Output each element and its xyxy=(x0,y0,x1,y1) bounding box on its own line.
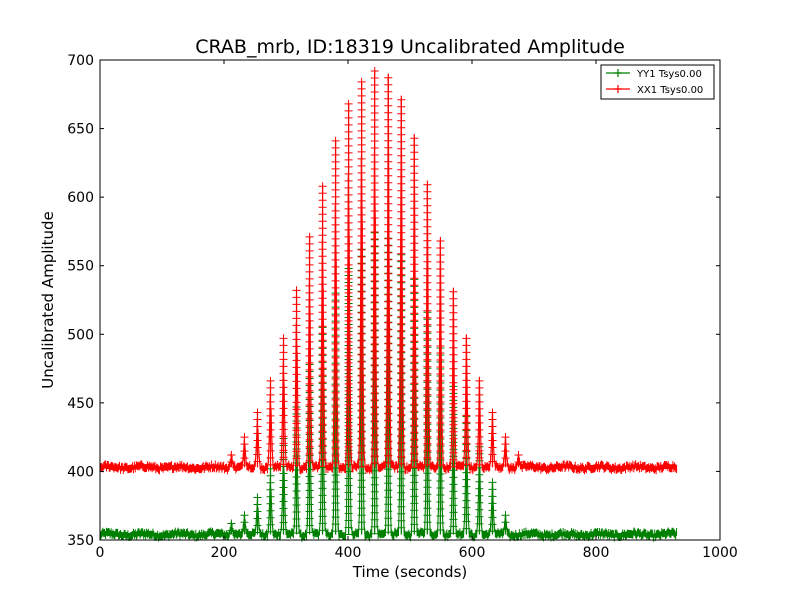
data-point xyxy=(384,73,393,468)
data-point xyxy=(449,287,458,468)
data-point xyxy=(292,286,301,468)
peak-markers xyxy=(370,67,379,464)
legend-box xyxy=(600,64,715,100)
series-layer xyxy=(99,67,678,542)
legend-item-yy1: YY1 Tsys0.00 xyxy=(606,69,702,80)
data-point xyxy=(357,77,366,468)
peak-markers xyxy=(357,77,366,468)
legend-item-xx1: XX1 Tsys0.00 xyxy=(606,85,703,96)
peak-markers xyxy=(514,451,523,463)
y-axis-label: Uncalibrated Amplitude xyxy=(39,211,57,388)
x-axis-label: Time (seconds) xyxy=(352,563,468,581)
y-tick-label: 400 xyxy=(67,464,94,480)
peak-markers xyxy=(253,493,262,533)
peak-markers xyxy=(240,511,249,530)
peak-markers xyxy=(488,478,497,532)
peak-markers xyxy=(227,519,236,531)
y-tick-label: 600 xyxy=(67,190,94,206)
data-point xyxy=(331,136,340,468)
data-point xyxy=(240,433,249,468)
series-xx1 xyxy=(99,67,678,475)
peak-markers xyxy=(331,136,340,464)
y-tick-label: 550 xyxy=(67,259,94,275)
peak-markers xyxy=(253,408,262,462)
peak-markers xyxy=(318,182,327,467)
peak-markers xyxy=(292,286,301,466)
y-tick-label: 650 xyxy=(67,122,94,138)
data-point xyxy=(501,511,510,535)
peak-markers xyxy=(423,180,432,466)
plot-area: 0 200 400 600 800 1000 350 400 450 500 550 600 650 70… xyxy=(67,53,738,561)
data-point xyxy=(488,478,497,535)
y-tick-label: 450 xyxy=(67,396,94,412)
x-tick-label: 200 xyxy=(211,545,238,561)
peak-markers xyxy=(384,73,393,464)
x-tick-label: 800 xyxy=(583,545,610,561)
peak-markers xyxy=(436,237,445,466)
data-point xyxy=(253,493,262,535)
data-point xyxy=(266,464,275,535)
legend-marker-yy1 xyxy=(614,69,622,77)
peak-markers xyxy=(410,134,419,468)
data-point xyxy=(370,67,379,468)
peak-markers xyxy=(488,408,497,462)
data-point xyxy=(318,182,327,468)
data-point xyxy=(436,237,445,468)
axes-background xyxy=(100,60,720,540)
peak-markers xyxy=(279,334,288,465)
legend-label-xx1: XX1 Tsys0.00 xyxy=(637,85,703,96)
y-tick-label: 350 xyxy=(67,533,94,549)
peak-markers xyxy=(305,232,314,462)
y-tick-label: 700 xyxy=(67,53,94,69)
legend: YY1 Tsys0.00 XX1 Tsys0.00 xyxy=(600,64,715,100)
data-point xyxy=(423,180,432,468)
peak-markers xyxy=(227,451,236,463)
y-tick-label: 500 xyxy=(67,327,94,343)
data-point xyxy=(410,134,419,468)
data-point xyxy=(462,334,471,468)
data-point xyxy=(475,376,484,468)
data-point xyxy=(227,451,236,468)
ticks-layer: 0 200 400 600 800 1000 350 400 450 500 550 600 650 70… xyxy=(67,53,738,561)
x-tick-label: 400 xyxy=(335,545,362,561)
data-point xyxy=(397,95,406,468)
data-point xyxy=(253,408,262,468)
axes-frame xyxy=(99,59,721,541)
data-point xyxy=(240,511,249,535)
peak-markers xyxy=(397,95,406,465)
peak-markers xyxy=(475,376,484,466)
data-point xyxy=(488,408,497,468)
data-point xyxy=(501,433,510,468)
data-point xyxy=(305,232,314,468)
peak-markers xyxy=(240,433,249,466)
x-tick-label: 0 xyxy=(96,545,105,561)
peak-markers xyxy=(501,511,510,530)
x-tick-label: 1000 xyxy=(702,545,738,561)
data-point xyxy=(227,519,236,535)
peak-markers xyxy=(449,287,458,468)
peak-markers xyxy=(501,433,510,466)
peak-markers xyxy=(266,376,275,466)
chart-title: CRAB_mrb, ID:18319 Uncalibrated Amplitud… xyxy=(195,36,625,58)
peak-markers xyxy=(462,334,471,465)
legend-label-yy1: YY1 Tsys0.00 xyxy=(636,69,702,80)
data-point xyxy=(344,99,353,468)
x-tick-label: 600 xyxy=(459,545,486,561)
data-point xyxy=(514,451,523,468)
legend-marker-xx1 xyxy=(614,85,622,93)
data-point xyxy=(279,334,288,468)
peak-markers xyxy=(344,99,353,462)
peak-markers xyxy=(266,464,275,533)
data-point xyxy=(266,376,275,468)
